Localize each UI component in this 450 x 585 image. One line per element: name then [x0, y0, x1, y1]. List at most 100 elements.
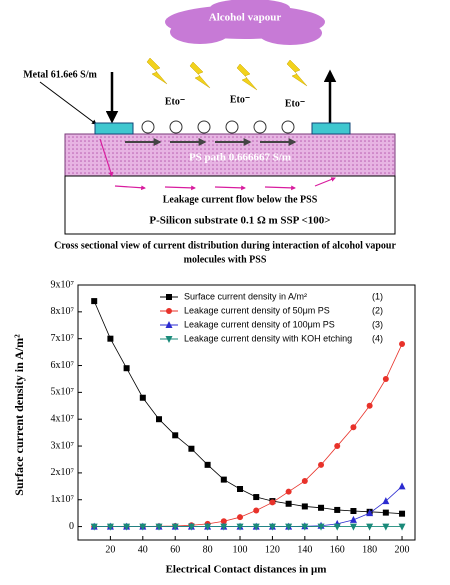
data-point: [366, 402, 373, 409]
data-point: [285, 523, 293, 531]
y-tick-label: 6x10⁷: [51, 360, 75, 371]
data-point: [139, 523, 147, 531]
data-point: [172, 432, 179, 439]
data-point: [350, 508, 357, 515]
y-tick-label: 7x10⁷: [51, 333, 75, 344]
x-tick-label: 80: [203, 544, 213, 555]
data-point: [220, 476, 227, 483]
data-point: [334, 443, 341, 450]
data-point: [269, 499, 276, 506]
x-tick-label: 20: [105, 544, 115, 555]
data-point: [107, 335, 114, 342]
legend-marker: [165, 336, 173, 343]
data-point: [204, 461, 211, 468]
data-point: [155, 523, 163, 531]
x-tick-label: 60: [170, 544, 180, 555]
cloud-label: Alcohol vapour: [209, 12, 282, 24]
x-tick-label: 180: [362, 544, 377, 555]
data-point: [268, 523, 276, 531]
data-point: [220, 518, 227, 525]
data-point: [317, 523, 325, 531]
data-point: [399, 510, 406, 517]
metal-label: Metal 61.6e6 S/m: [23, 69, 97, 80]
ion-label: Eto⁻: [230, 94, 250, 105]
legend-number: (1): [372, 291, 383, 301]
x-tick-label: 120: [265, 544, 280, 555]
y-tick-label: 5x10⁷: [51, 387, 75, 398]
ps-label: PS path 0.666667 S/m: [189, 152, 291, 164]
caption: molecules with PSS: [184, 254, 267, 265]
leakage-label: Leakage current flow below the PSS: [163, 194, 318, 205]
legend-marker: [166, 294, 172, 300]
legend-label: Leakage current density with KOH etching: [184, 333, 352, 343]
data-point: [252, 523, 260, 531]
data-point: [237, 514, 244, 521]
y-tick-label: 9x10⁷: [51, 279, 75, 290]
legend-marker: [165, 321, 173, 328]
legend-number: (2): [372, 305, 383, 315]
data-point: [204, 523, 212, 531]
data-point: [366, 523, 374, 531]
data-point: [350, 424, 357, 431]
data-point: [139, 394, 146, 401]
legend-label: Surface current density in A/m²: [184, 291, 307, 301]
data-point: [366, 509, 374, 517]
data-point: [382, 375, 389, 382]
data-point: [399, 341, 406, 348]
data-point: [156, 416, 163, 423]
data-point: [187, 523, 195, 531]
x-tick-label: 100: [233, 544, 248, 555]
ion-label: Eto⁻: [285, 98, 305, 109]
data-point: [301, 477, 308, 484]
data-point: [349, 515, 357, 523]
y-tick-label: 3x10⁷: [51, 440, 75, 451]
x-tick-label: 140: [297, 544, 312, 555]
data-point: [318, 461, 325, 468]
data-point: [237, 486, 244, 492]
data-point: [253, 507, 260, 514]
data-point: [171, 523, 179, 531]
series-line: [94, 486, 403, 527]
ion-label: Eto⁻: [165, 96, 185, 107]
data-point: [123, 523, 131, 531]
legend-label: Leakage current density of 100μm PS: [184, 319, 335, 329]
lightning: [146, 57, 308, 91]
data-point: [220, 523, 228, 531]
data-point: [398, 482, 406, 490]
legend-label: Leakage current density of 50μm PS: [184, 305, 330, 315]
y-tick-label: 2x10⁷: [51, 467, 75, 478]
data-point: [285, 488, 292, 495]
data-point: [123, 365, 130, 372]
data-point: [382, 509, 389, 516]
molecules: [141, 120, 295, 134]
plot-frame: [77, 284, 416, 541]
substrate-label: P-Silicon substrate 0.1 Ω m SSP <100>: [149, 215, 330, 227]
data-point: [301, 523, 309, 531]
metal-pad: [311, 122, 351, 135]
data-point: [333, 523, 341, 531]
leakage-arrows: [99, 138, 336, 191]
legend-number: (4): [372, 333, 383, 343]
x-tick-label: 160: [330, 544, 345, 555]
data-point: [188, 445, 195, 452]
pointer-arrow: [39, 81, 97, 125]
x-tick-label: 200: [395, 544, 410, 555]
series-line: [94, 343, 403, 527]
diagram: Alcohol vapour Metal 61.6e6 S/m Eto⁻ Eto…: [23, 0, 396, 265]
y-tick-label: 4x10⁷: [51, 414, 75, 425]
y-tick-label: 0: [69, 521, 74, 532]
data-point: [301, 503, 308, 510]
x-axis-label: Electrical Contact distances in μm: [166, 564, 327, 576]
data-point: [91, 298, 98, 305]
y-tick-label: 8x10⁷: [51, 306, 75, 317]
metal-pad: [94, 122, 134, 135]
data-point: [90, 523, 98, 531]
legend-marker: [166, 308, 172, 314]
legend-number: (3): [372, 319, 383, 329]
data-point: [349, 523, 357, 531]
y-tick-label: 1x10⁷: [51, 494, 75, 505]
data-point: [106, 523, 114, 531]
data-point: [236, 523, 244, 531]
